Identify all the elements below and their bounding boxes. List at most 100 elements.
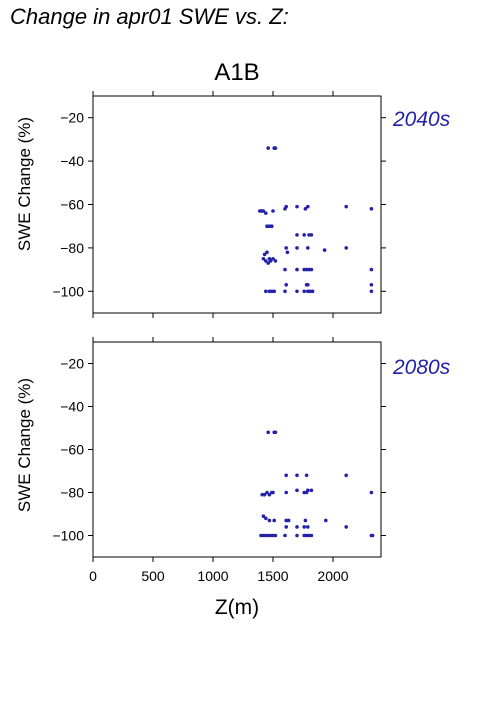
data-point bbox=[284, 473, 289, 478]
data-point bbox=[295, 525, 299, 529]
y-axis-2040s: −20 −40 −60 −80 −100 bbox=[52, 110, 386, 299]
x-tick-label: 0 bbox=[89, 568, 97, 584]
y-axis-label-2080s: SWE Change (%) bbox=[15, 378, 34, 512]
scatter-points-2040s bbox=[258, 146, 374, 294]
data-point bbox=[273, 259, 278, 263]
data-point bbox=[271, 256, 275, 261]
data-point bbox=[284, 204, 289, 209]
data-point bbox=[322, 248, 327, 252]
data-point bbox=[303, 207, 308, 211]
scenario-label: A1B bbox=[214, 59, 259, 86]
data-point bbox=[369, 267, 374, 272]
data-point bbox=[302, 525, 307, 529]
data-point bbox=[295, 246, 299, 250]
data-point bbox=[283, 289, 287, 294]
data-point bbox=[273, 430, 278, 435]
data-point bbox=[324, 518, 328, 523]
y-axis-label-2040s: SWE Change (%) bbox=[15, 117, 34, 251]
y-tick-label: −80 bbox=[60, 240, 84, 256]
data-point bbox=[303, 518, 308, 523]
data-point bbox=[266, 430, 271, 435]
data-point bbox=[295, 267, 299, 272]
data-point bbox=[264, 259, 268, 263]
data-point bbox=[306, 525, 310, 529]
data-point bbox=[264, 211, 268, 215]
data-point bbox=[309, 267, 314, 272]
data-point bbox=[266, 261, 271, 265]
scatter-points-2080s bbox=[259, 430, 375, 538]
data-point bbox=[306, 282, 310, 287]
y-tick-label: −60 bbox=[60, 442, 84, 458]
data-point bbox=[295, 289, 299, 294]
data-point bbox=[265, 250, 269, 255]
y-tick-label: −40 bbox=[60, 399, 84, 415]
data-point bbox=[369, 207, 374, 211]
period-label-2080s: 2080s bbox=[392, 356, 451, 379]
data-point bbox=[267, 518, 272, 523]
data-point bbox=[261, 209, 266, 213]
data-point bbox=[262, 252, 267, 257]
data-point bbox=[284, 282, 289, 287]
panel-2040s: −20 −40 −60 −80 −100 SWE Change (%) 2040s bbox=[15, 91, 451, 318]
x-axis-tick-labels: 0 500 1000 1500 2000 bbox=[89, 568, 349, 584]
y-tick-label: −60 bbox=[60, 197, 84, 213]
data-point bbox=[273, 533, 278, 538]
data-point bbox=[302, 233, 307, 237]
x-tick-label: 1500 bbox=[257, 568, 288, 584]
data-point bbox=[285, 250, 290, 255]
y-tick-label: −20 bbox=[60, 356, 84, 372]
data-point bbox=[309, 233, 314, 237]
data-point bbox=[369, 282, 374, 287]
data-point bbox=[270, 224, 274, 228]
data-point bbox=[273, 146, 278, 150]
x-tick-label: 500 bbox=[141, 568, 165, 584]
data-point bbox=[370, 533, 375, 538]
data-point bbox=[295, 473, 299, 478]
y-axis-2080s: −20 −40 −60 −80 −100 bbox=[52, 356, 386, 544]
data-point bbox=[306, 488, 310, 493]
y-tick-label: −80 bbox=[60, 485, 84, 501]
data-point bbox=[283, 267, 287, 272]
data-point bbox=[286, 518, 291, 523]
data-point bbox=[261, 256, 266, 261]
x-tick-label: 2000 bbox=[317, 568, 348, 584]
y-tick-label: −40 bbox=[60, 153, 84, 169]
data-point bbox=[264, 289, 268, 294]
x-axis-ticks-2080s bbox=[92, 337, 334, 562]
data-point bbox=[344, 525, 349, 529]
data-point bbox=[302, 289, 307, 294]
data-point bbox=[306, 204, 310, 209]
data-point bbox=[266, 146, 271, 150]
data-point bbox=[284, 246, 289, 250]
data-point bbox=[304, 473, 309, 478]
data-point bbox=[295, 204, 299, 209]
data-point bbox=[283, 533, 287, 538]
data-point bbox=[271, 209, 275, 213]
period-label-2040s: 2040s bbox=[392, 108, 451, 131]
figure-title: Change in apr01 SWE vs. Z: bbox=[10, 4, 289, 29]
x-tick-label: 1000 bbox=[197, 568, 228, 584]
data-point bbox=[264, 516, 268, 521]
data-point bbox=[262, 492, 267, 497]
y-tick-label: −100 bbox=[52, 528, 84, 544]
plot-frame-2080s bbox=[92, 341, 382, 558]
data-point bbox=[284, 525, 289, 529]
data-point bbox=[310, 289, 315, 294]
data-point bbox=[369, 289, 374, 294]
data-point bbox=[267, 492, 272, 497]
panel-2080s: −20 −40 −60 −80 −100 0 500 1000 1500 2000 SWE Ch… bbox=[15, 337, 451, 584]
data-point bbox=[369, 490, 374, 495]
plot-frame-2040s bbox=[92, 95, 382, 314]
x-axis-ticks-2040s bbox=[92, 91, 334, 318]
y-tick-label: −100 bbox=[52, 283, 84, 299]
data-point bbox=[265, 490, 269, 495]
data-point bbox=[309, 533, 314, 538]
data-point bbox=[344, 473, 349, 478]
data-point bbox=[344, 204, 349, 209]
data-point bbox=[309, 488, 314, 493]
data-point bbox=[271, 490, 275, 495]
data-point bbox=[344, 246, 349, 250]
data-point bbox=[261, 514, 266, 518]
data-point bbox=[284, 490, 289, 495]
